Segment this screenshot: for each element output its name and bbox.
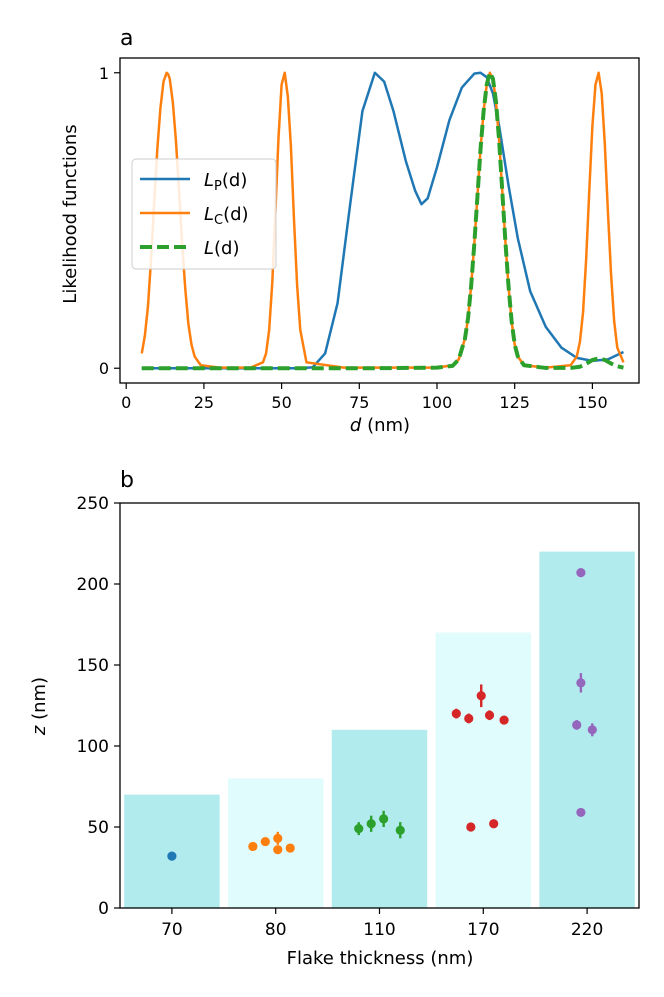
legend-box xyxy=(131,158,277,270)
x-tick-label: 50 xyxy=(271,393,291,412)
bar-220 xyxy=(539,551,635,908)
panel-b-xticks: 70 80 110 170 220 xyxy=(161,908,603,940)
data-point-80 xyxy=(285,843,295,853)
data-point-170 xyxy=(499,715,509,725)
y-tick-label: 200 xyxy=(77,575,109,595)
panel-a: a 0 25 50 75 100 125 150 01 d (nm) Likelihood … xyxy=(60,26,640,436)
panel-b-label: b xyxy=(120,468,134,493)
bar-170 xyxy=(435,632,532,908)
data-point-170 xyxy=(489,819,499,829)
x-tick-label: 170 xyxy=(467,920,499,940)
data-point-170 xyxy=(484,710,495,720)
panel-b-bars xyxy=(124,551,635,908)
panel-a-axes-frame xyxy=(119,57,640,384)
data-point-110 xyxy=(379,814,389,824)
data-point-170 xyxy=(466,822,476,832)
x-tick-label: 150 xyxy=(577,393,608,412)
bar-70 xyxy=(124,794,220,908)
panel-a-yticks: 01 xyxy=(99,64,120,378)
panel-b-ylabel: z (nm) xyxy=(29,677,50,736)
y-tick-label: 50 xyxy=(87,818,109,838)
x-tick-label: 220 xyxy=(571,920,603,940)
legend-label-L: L(d) xyxy=(204,238,240,259)
x-tick-label: 0 xyxy=(121,393,131,412)
data-point-220 xyxy=(587,725,597,735)
data-point-170 xyxy=(451,709,461,719)
data-point-110 xyxy=(366,819,376,829)
data-point-220 xyxy=(576,807,586,818)
panel-a-label: a xyxy=(120,26,133,51)
panel-b-points xyxy=(167,568,597,861)
y-tick-label: 1 xyxy=(99,64,109,83)
panel-b-yticks: 0 50 100 150 200 250 xyxy=(77,494,120,919)
y-tick-label: 100 xyxy=(77,737,109,757)
data-point-170 xyxy=(464,713,474,724)
x-tick-label: 75 xyxy=(349,393,369,412)
x-tick-label: 110 xyxy=(363,920,395,940)
legend-label-LC: LC(d) xyxy=(204,204,249,228)
data-point-220 xyxy=(576,678,586,688)
x-tick-label: 125 xyxy=(499,393,530,412)
data-point-110 xyxy=(354,824,364,834)
data-point-110 xyxy=(395,825,405,835)
data-point-80 xyxy=(260,836,270,847)
x-tick-label: 100 xyxy=(422,393,453,412)
bar-80 xyxy=(227,778,324,908)
series-line-2 xyxy=(141,70,624,371)
panel-a-legend: LP(d) LC(d) L(d) xyxy=(131,158,277,270)
y-tick-label: 0 xyxy=(99,359,109,378)
legend-label-LP: LP(d) xyxy=(204,170,247,194)
panel-a-ylabel: Likelihood functions xyxy=(60,124,81,303)
data-point-220 xyxy=(576,568,586,578)
x-tick-label: 80 xyxy=(265,920,287,940)
series-line-0 xyxy=(141,71,624,370)
data-point-80 xyxy=(273,845,283,855)
data-point-80 xyxy=(273,833,283,843)
data-point-220 xyxy=(572,720,582,730)
y-tick-label: 250 xyxy=(77,494,109,514)
data-point-170 xyxy=(476,691,486,701)
panel-a-xlabel: d (nm) xyxy=(350,415,410,436)
panel-b: b 70 80 110 170 220 0 50 100 150 200 250 Flake th… xyxy=(29,468,640,969)
y-tick-label: 0 xyxy=(98,899,109,919)
x-tick-label: 70 xyxy=(161,920,183,940)
x-tick-label: 25 xyxy=(194,393,214,412)
panel-a-xticks: 0 25 50 75 100 125 150 xyxy=(121,383,608,412)
panel-b-xlabel: Flake thickness (nm) xyxy=(287,948,474,969)
data-point-70 xyxy=(167,851,177,861)
y-tick-label: 150 xyxy=(77,656,109,676)
data-point-80 xyxy=(248,841,258,852)
